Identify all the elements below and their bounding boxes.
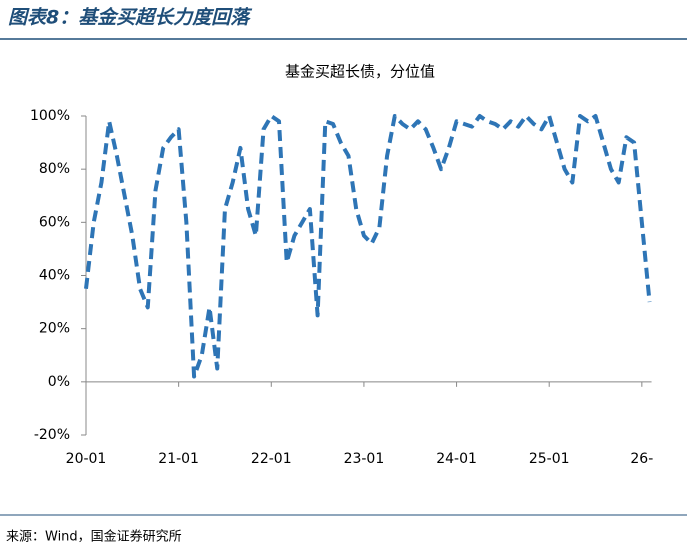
- x-tick-label: 22-01: [251, 451, 292, 467]
- chart-title: 基金买超长债，分位值: [285, 63, 435, 81]
- header-title: 图表8：基金买超长力度回落: [8, 7, 252, 29]
- y-tick-label: 20%: [39, 321, 70, 337]
- y-tick-label: 80%: [39, 161, 70, 177]
- source-note: 来源：Wind，国金证券研究所: [6, 529, 182, 545]
- y-tick-label: 0%: [48, 374, 70, 390]
- x-tick-label: 21-01: [158, 451, 199, 467]
- y-tick-label: -20%: [34, 427, 70, 443]
- data-line: [84, 114, 652, 379]
- x-tick-label: 26-: [630, 451, 653, 467]
- y-tick-label: 40%: [39, 268, 70, 284]
- x-tick-label: 23-01: [344, 451, 385, 467]
- y-tick-label: 100%: [30, 108, 70, 124]
- y-tick-label: 60%: [39, 214, 70, 230]
- x-tick-label: 25-01: [529, 451, 570, 467]
- x-tick-label: 24-01: [436, 451, 477, 467]
- x-tick-label: 20-01: [66, 451, 107, 467]
